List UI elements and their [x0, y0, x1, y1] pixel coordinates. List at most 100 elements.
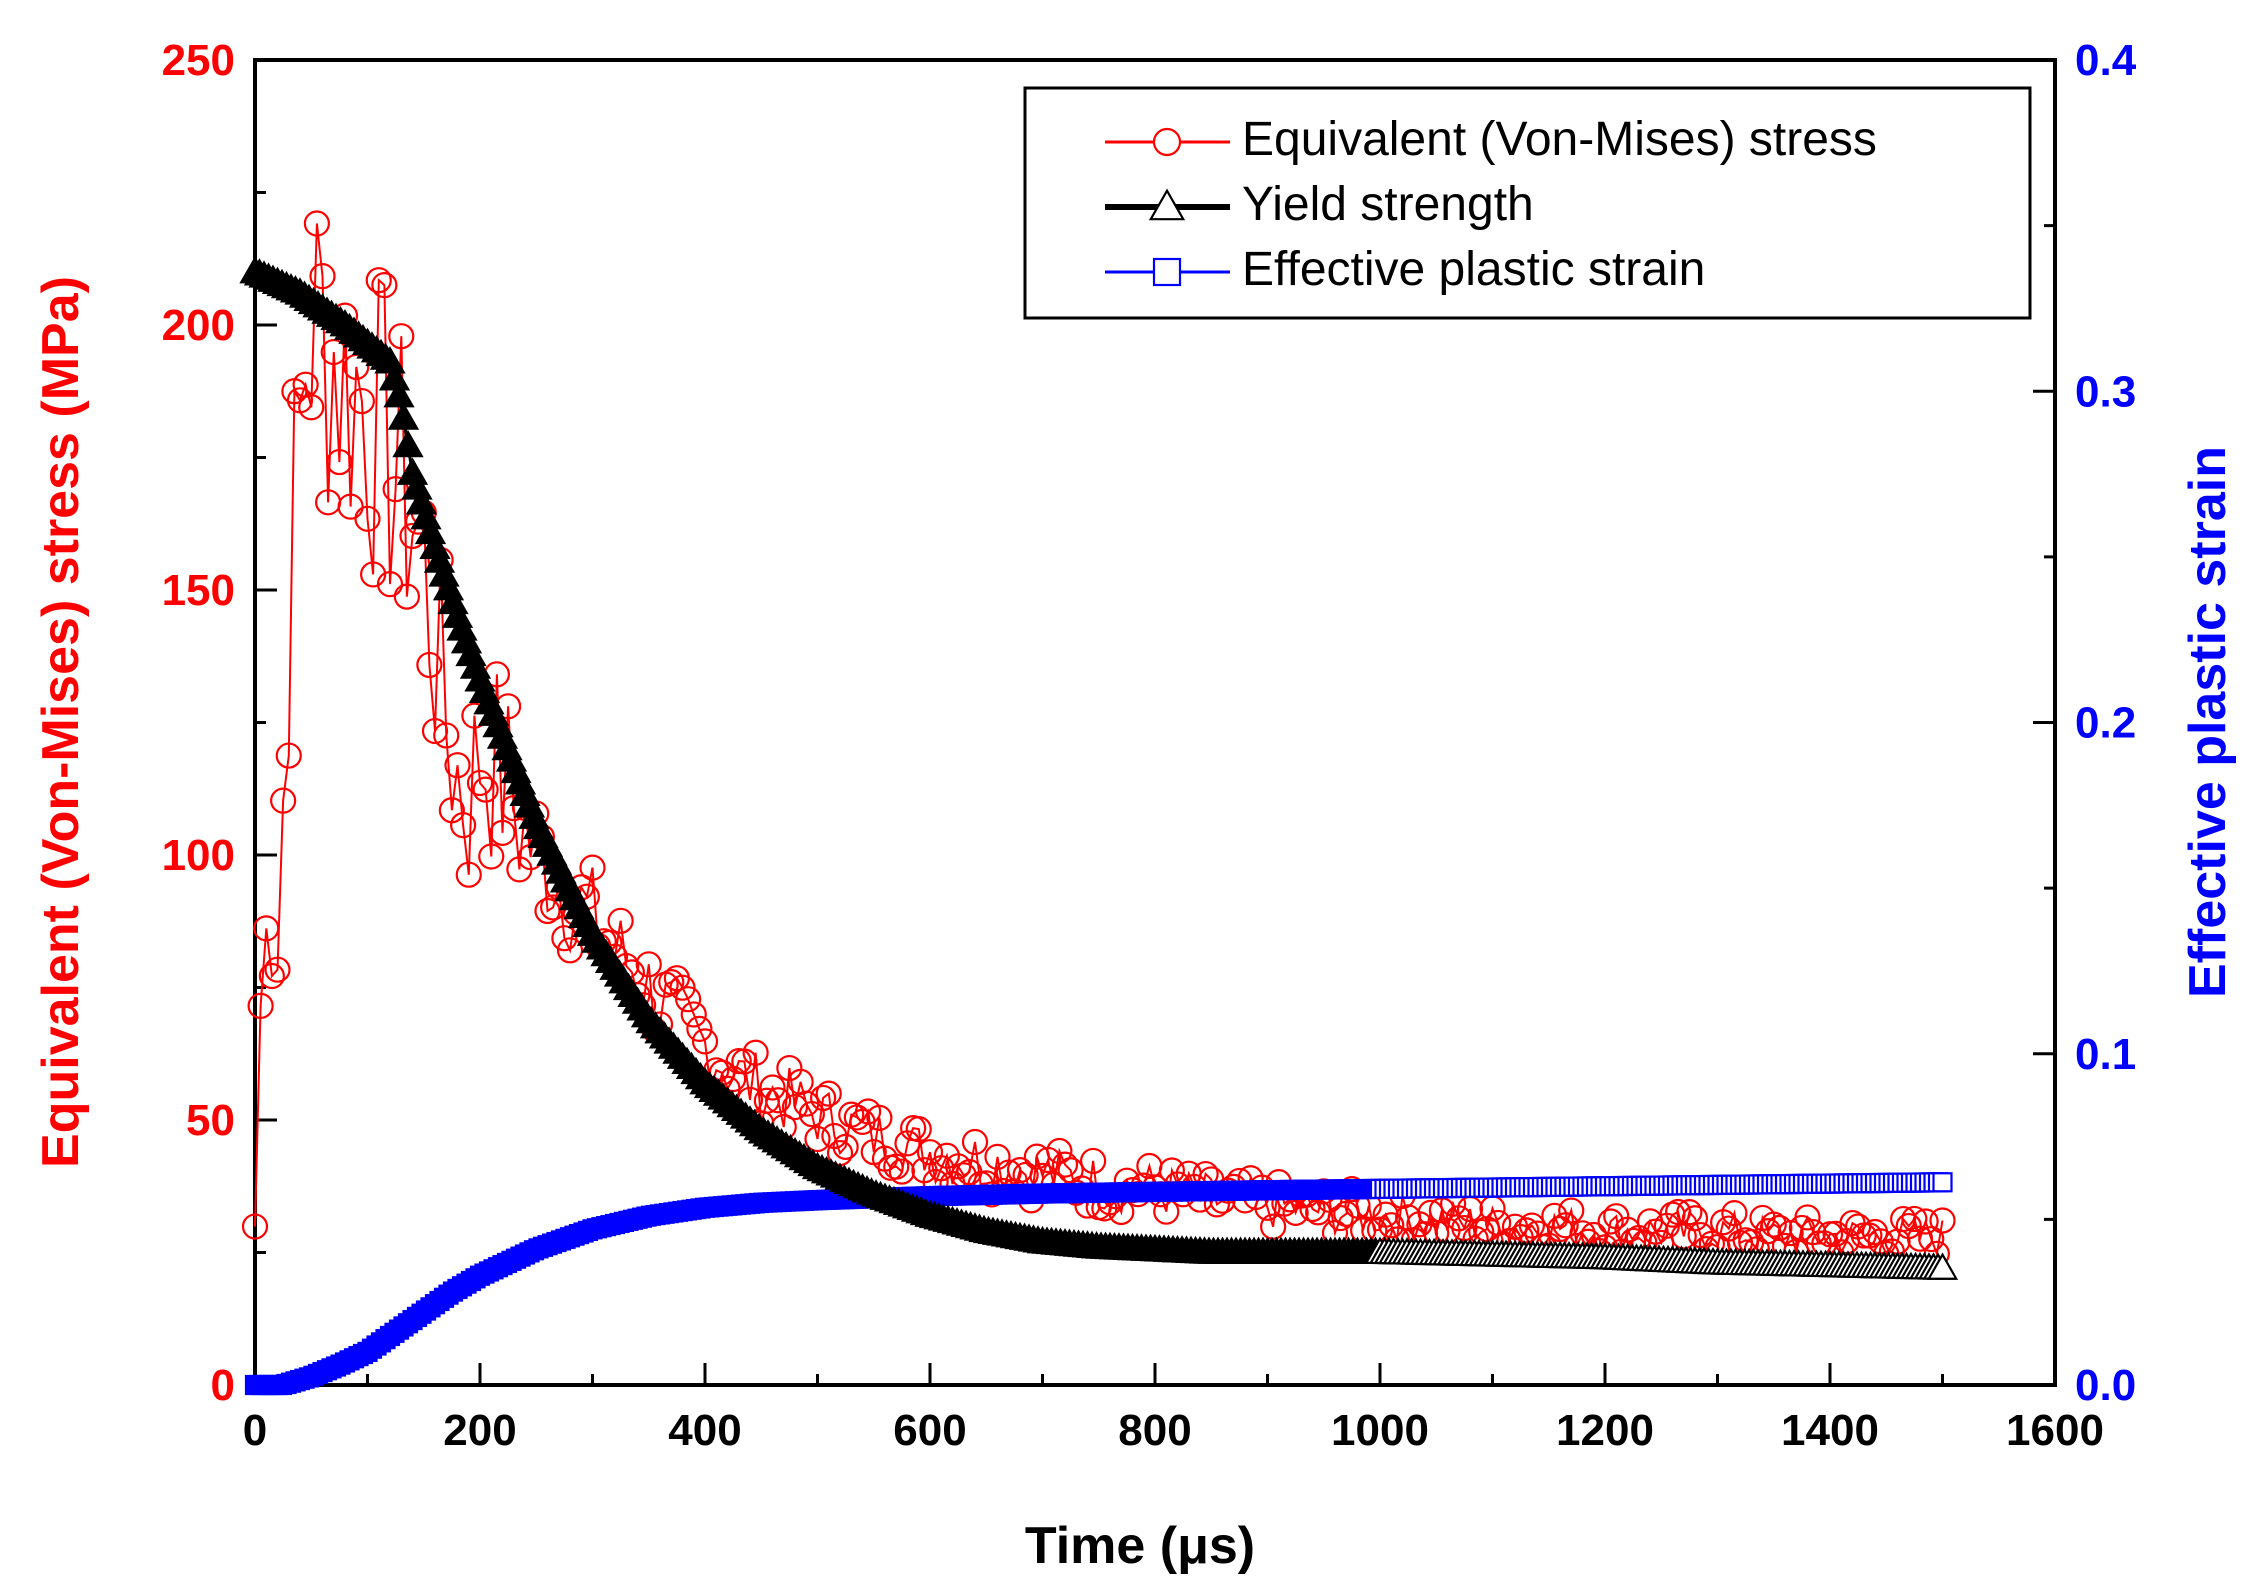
stress-point — [1794, 1204, 1821, 1231]
stress-point — [753, 1087, 780, 1114]
left-y-axis-title: Equivalent (Von-Mises) stress (MPa) — [32, 276, 90, 1168]
stress-point — [1327, 1204, 1354, 1232]
stress-point — [270, 787, 297, 814]
stress-point — [444, 752, 471, 779]
stress-point — [258, 962, 285, 990]
legend-marker — [1152, 257, 1182, 287]
stress-point — [1901, 1205, 1928, 1233]
stress-point — [810, 1084, 837, 1112]
stress-point — [1051, 1151, 1079, 1178]
stress-point — [1681, 1205, 1709, 1232]
y-left-tick-label: 150 — [162, 566, 235, 615]
y-right-tick-label: 0.2 — [2075, 699, 2136, 748]
stress-point — [1080, 1147, 1107, 1175]
legend: Equivalent (Von-Mises) stress Yield stre… — [1023, 86, 2032, 320]
stress-point — [534, 897, 561, 925]
stress-point — [1912, 1208, 1939, 1235]
x-tick-label: 600 — [893, 1406, 966, 1455]
stress-point — [1558, 1197, 1585, 1224]
x-tick-label: 0 — [243, 1406, 267, 1455]
stress-point — [607, 907, 634, 934]
legend-box — [1023, 86, 2032, 320]
legend-label-stress: Equivalent (Von-Mises) stress — [1242, 113, 1877, 166]
stress-point — [691, 1028, 719, 1055]
series-yield-strength — [239, 256, 1959, 1280]
x-tick-label: 1000 — [1331, 1406, 1429, 1455]
stress-point — [781, 1093, 809, 1121]
stress-point — [247, 992, 274, 1019]
stress-point — [888, 1158, 915, 1185]
stress-point — [669, 974, 696, 1001]
yield-point — [383, 380, 415, 408]
stress-point — [804, 1125, 831, 1153]
y-right-tick-label: 0.0 — [2075, 1361, 2136, 1410]
stress-point — [1665, 1198, 1692, 1226]
stress-point — [551, 925, 578, 952]
y-left-tick-label: 0 — [211, 1361, 235, 1410]
stress-point — [1046, 1137, 1073, 1165]
y-right-tick-label: 0.3 — [2075, 367, 2136, 416]
stress-point — [421, 717, 449, 745]
x-tick-label: 1400 — [1781, 1406, 1879, 1455]
stress-point — [1850, 1222, 1877, 1249]
stress-point — [376, 571, 404, 598]
stress-point — [478, 843, 505, 870]
x-tick-label: 1200 — [1556, 1406, 1654, 1455]
series-layer — [239, 210, 1959, 1396]
stress-point — [298, 394, 325, 421]
yield-point — [396, 457, 429, 485]
stress-point — [635, 951, 662, 978]
right-y-axis-title: Effective plastic strain — [2179, 446, 2237, 998]
stress-point — [466, 769, 494, 797]
stress-point — [675, 986, 702, 1013]
stress-point — [416, 651, 443, 679]
stress-point — [1552, 1212, 1579, 1239]
stress-point — [1777, 1219, 1804, 1247]
stress-point — [1906, 1225, 1934, 1252]
stress-point — [686, 1015, 713, 1043]
y-right-tick-label: 0.4 — [2075, 36, 2137, 85]
x-tick-label: 200 — [443, 1406, 516, 1455]
stress-point — [680, 1001, 707, 1028]
x-tick-label: 800 — [1118, 1406, 1191, 1455]
legend-label-strain: Effective plastic strain — [1242, 243, 1705, 296]
yield-point — [387, 402, 420, 430]
stress-point — [365, 267, 392, 294]
y-left-tick-label: 100 — [162, 831, 235, 880]
stress-point — [388, 323, 415, 350]
stress-point — [742, 1039, 769, 1066]
stress-point — [961, 1128, 989, 1156]
stress-point — [241, 1213, 269, 1240]
stress-point — [1597, 1208, 1624, 1235]
stress-point — [883, 1153, 910, 1180]
series-plastic-strain — [244, 1172, 1953, 1396]
legend-marker — [1152, 127, 1182, 157]
stress-point — [579, 854, 606, 881]
right-y-axis-ticks: 0.0 0.1 0.2 0.3 0.4 — [2033, 36, 2137, 1410]
stress-point — [433, 722, 460, 749]
stress-point — [759, 1074, 786, 1101]
stress-point — [489, 819, 516, 846]
stress-point — [264, 956, 291, 983]
stress-point — [1513, 1217, 1540, 1244]
stress-point — [360, 561, 387, 588]
stress-point — [765, 1087, 792, 1114]
x-axis-ticks: 0 200 400 600 800 1000 1200 1400 1600 — [243, 1363, 2104, 1455]
strain-point — [1932, 1172, 1953, 1193]
y-left-tick-label: 50 — [186, 1096, 235, 1145]
stress-point — [1378, 1212, 1405, 1239]
y-right-tick-label: 0.1 — [2075, 1030, 2136, 1079]
stress-point — [455, 861, 482, 888]
yield-point — [392, 429, 424, 458]
legend-marker — [1148, 188, 1186, 221]
stress-point — [815, 1080, 842, 1107]
legend-label-yield: Yield strength — [1242, 178, 1534, 231]
stress-point — [472, 776, 499, 803]
stress-point — [303, 210, 330, 237]
stress-point — [866, 1104, 893, 1131]
stress-point — [309, 263, 336, 290]
stress-point — [1518, 1212, 1545, 1239]
stress-point — [556, 937, 584, 964]
stress-point — [1760, 1211, 1787, 1238]
